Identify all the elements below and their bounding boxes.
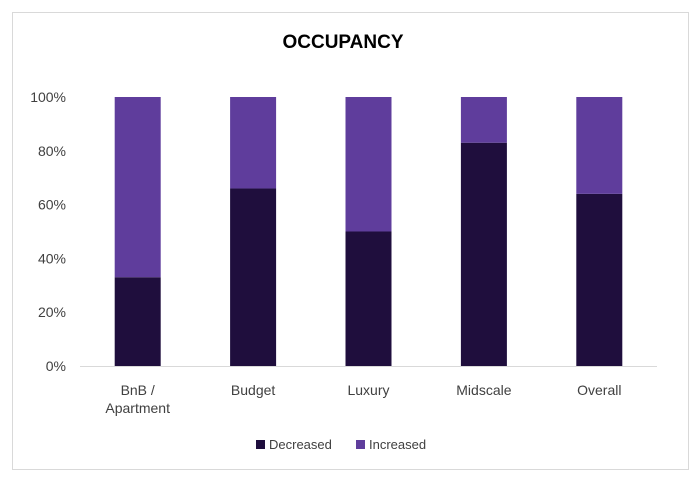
bar-decreased	[230, 188, 277, 366]
x-category-label: BnB / Apartment	[105, 382, 170, 416]
legend-label: Increased	[369, 437, 426, 452]
bar-decreased	[576, 193, 623, 366]
bar-decreased	[345, 231, 392, 366]
bar-increased	[230, 97, 277, 189]
x-category-label: Luxury	[347, 382, 389, 398]
bar-increased	[114, 97, 161, 278]
chart-title: OCCUPANCY	[282, 32, 403, 53]
bar-increased	[576, 97, 623, 194]
y-axis: 0% 20% 40% 60% 80% 100%	[30, 89, 66, 374]
y-tick-label: 0%	[46, 358, 66, 374]
y-tick-label: 60%	[38, 197, 66, 213]
x-axis-labels: BnB / Apartment Budget Luxury Midscale Overal…	[105, 382, 621, 416]
bar-increased	[460, 97, 507, 143]
x-category-label: Midscale	[456, 382, 511, 398]
x-category-label: Overall	[577, 382, 621, 398]
x-category-label: Budget	[231, 382, 275, 398]
bar-decreased	[114, 277, 161, 366]
y-tick-label: 20%	[38, 304, 66, 320]
legend-label: Decreased	[269, 437, 332, 452]
y-tick-label: 80%	[38, 143, 66, 159]
bar-increased	[345, 97, 392, 232]
bars	[114, 97, 623, 366]
legend-swatch	[256, 440, 265, 449]
legend-swatch	[356, 440, 365, 449]
bar-decreased	[460, 142, 507, 366]
y-tick-label: 100%	[30, 89, 66, 105]
y-tick-label: 40%	[38, 250, 66, 266]
legend: Decreased Increased	[256, 437, 426, 452]
